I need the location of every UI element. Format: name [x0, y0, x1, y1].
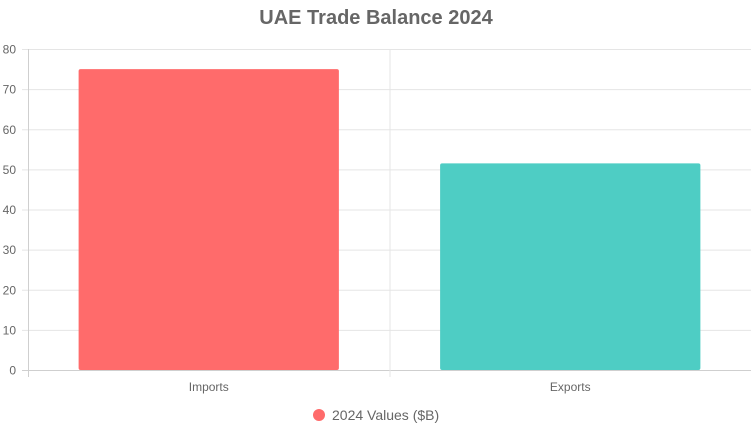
bar-imports[interactable]	[78, 69, 339, 370]
y-axis-ticks: 0 10 20 30 40 50 60 70 80	[3, 43, 17, 378]
bars	[78, 69, 701, 370]
y-tick-label: 20	[3, 283, 17, 297]
bar-exports[interactable]	[440, 163, 701, 370]
y-tick-label: 30	[3, 243, 17, 257]
chart-title: UAE Trade Balance 2024	[259, 7, 493, 29]
legend-label: 2024 Values ($B)	[332, 407, 439, 423]
y-tick-label: 50	[3, 163, 17, 177]
x-tick-label: Imports	[189, 380, 229, 394]
y-tick-label: 60	[3, 123, 17, 137]
y-tick-label: 80	[3, 43, 17, 57]
y-tick-label: 0	[9, 364, 16, 378]
y-tick-label: 40	[3, 203, 17, 217]
x-axis-ticks: Imports Exports	[189, 380, 591, 394]
x-tick-label: Exports	[550, 380, 591, 394]
legend[interactable]: 2024 Values ($B)	[313, 407, 439, 423]
y-tick-label: 10	[3, 323, 17, 337]
y-tick-label: 70	[3, 83, 17, 97]
legend-swatch	[313, 409, 325, 421]
